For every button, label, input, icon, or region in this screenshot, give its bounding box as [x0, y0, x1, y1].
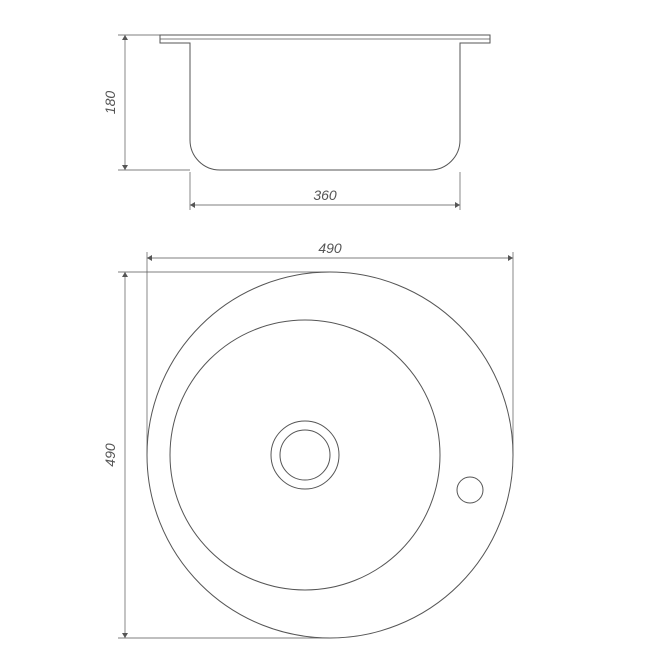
top-width-label: 490 — [318, 240, 342, 256]
top-inner-bowl — [170, 320, 440, 590]
side-width-label: 360 — [313, 187, 337, 203]
top-drain-inner — [280, 430, 330, 480]
side-view-outline — [160, 35, 490, 170]
top-height-label: 490 — [102, 443, 118, 467]
technical-drawing: 360 180 490 490 — [0, 0, 650, 650]
top-drain-outer — [271, 421, 339, 489]
top-tap-hole — [457, 477, 483, 503]
side-height-label: 180 — [102, 91, 118, 115]
